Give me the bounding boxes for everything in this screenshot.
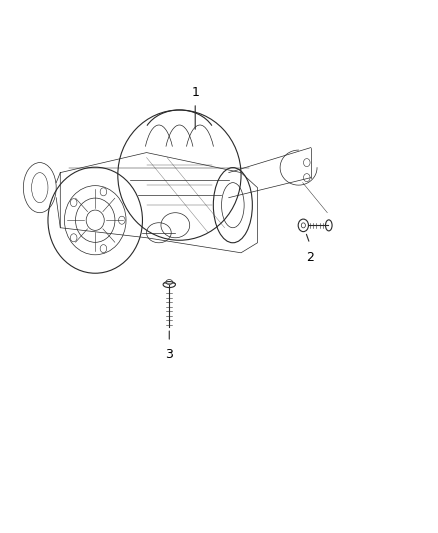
Text: 2: 2	[306, 251, 314, 264]
Text: 3: 3	[165, 348, 173, 361]
Text: 1: 1	[191, 86, 199, 99]
